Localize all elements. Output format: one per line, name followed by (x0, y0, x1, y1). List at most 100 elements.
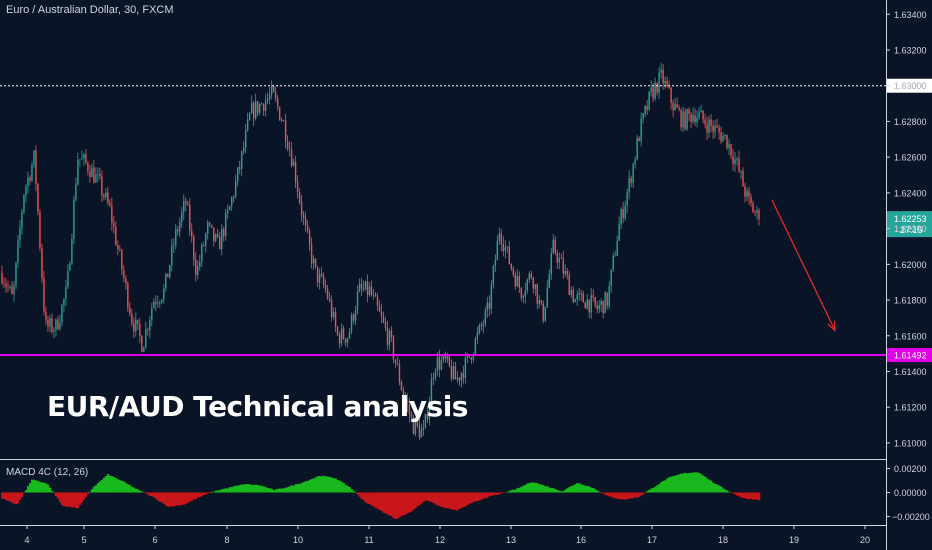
candle-body-up (179, 221, 181, 232)
candle-body-down (666, 80, 668, 87)
candle-body-up (81, 157, 83, 160)
candle-body-up (434, 370, 437, 378)
macd-bar-negative (736, 492, 739, 496)
candle-body-up (91, 167, 93, 178)
candle-body-down (554, 239, 556, 254)
candle-body-down (306, 225, 309, 231)
candle-body-up (23, 195, 25, 212)
forecast-arrow[interactable] (771, 199, 836, 332)
price-tick-label: 1.62600 (894, 153, 927, 163)
candle-body-down (380, 311, 383, 317)
candle-body-up (258, 103, 261, 113)
candle-body-down (592, 295, 594, 298)
candle-body-up (354, 310, 357, 321)
candle-body-up (610, 269, 612, 287)
candle-body-up (578, 293, 580, 295)
macd-bar-negative (190, 492, 194, 501)
macd-bar-negative (382, 492, 385, 513)
candle-body-down (602, 300, 604, 314)
candle-body-down (276, 98, 279, 107)
candle-body-up (490, 284, 493, 309)
candle-body-down (41, 247, 43, 279)
candle-body-up (159, 302, 161, 304)
candle-body-down (384, 321, 387, 328)
macd-bar-positive (348, 487, 351, 493)
candle-body-down (362, 288, 365, 290)
candle-body-up (474, 338, 477, 355)
macd-bar-positive (598, 491, 601, 493)
macd-bar-negative (750, 492, 753, 499)
macd-bar-positive (210, 491, 214, 493)
macd-bar-negative (372, 492, 375, 507)
macd-bar-positive (654, 486, 657, 493)
candle-body-down (338, 334, 341, 344)
candle-body-up (456, 377, 459, 380)
macd-bar-negative (142, 492, 146, 494)
macd-bar-positive (586, 485, 589, 493)
macd-bar-positive (512, 489, 515, 493)
candle-body-down (530, 273, 533, 279)
candle-body-up (264, 100, 267, 111)
candle-body-down (730, 144, 732, 157)
macd-bar-negative (444, 492, 447, 509)
macd-bar-positive (354, 492, 357, 493)
macd-bar-positive (584, 485, 587, 493)
macd-bar-negative (60, 492, 64, 505)
macd-bar-negative (638, 492, 641, 497)
macd-bar-negative (618, 492, 621, 500)
macd-bar-negative (604, 492, 607, 495)
macd-bar-positive (566, 488, 569, 493)
macd-bar-negative (374, 492, 377, 509)
macd-bar-negative (76, 492, 80, 509)
macd-bar-negative (494, 492, 497, 495)
candle-body-down (500, 233, 503, 244)
macd-bar-negative (734, 492, 737, 495)
candle-body-down (562, 258, 564, 274)
macd-bar-positive (274, 489, 277, 493)
candle-body-up (442, 354, 445, 361)
candle-body-down (314, 258, 317, 267)
macd-bar-positive (524, 485, 527, 493)
macd-bar-negative (204, 492, 208, 495)
macd-indicator-label[interactable]: MACD 4C (12, 26) (6, 467, 89, 478)
macd-bar-positive (324, 476, 327, 493)
candle-body-down (752, 203, 754, 213)
candle-body-up (740, 171, 742, 172)
macd-bar-positive (660, 482, 663, 493)
candle-body-up (506, 246, 509, 248)
macd-bar-negative (400, 492, 403, 517)
macd-bar-negative (628, 492, 631, 499)
macd-bar-negative (360, 492, 363, 499)
candle-body-up (476, 332, 479, 339)
macd-bar-negative (616, 492, 619, 499)
price-tick-label: 1.62200 (894, 224, 927, 234)
candle-body-down (582, 293, 584, 303)
macd-bar-positive (556, 490, 559, 493)
macd-bar-negative (206, 492, 210, 494)
macd-bar-negative (394, 492, 397, 520)
macd-bar-positive (228, 487, 231, 493)
candle-body-up (590, 295, 592, 313)
macd-bar-negative (178, 492, 182, 506)
candle-body-down (93, 167, 95, 183)
candle-body-down (450, 366, 453, 379)
macd-bar-negative (384, 492, 387, 514)
macd-bar-positive (50, 490, 54, 493)
candle-body-up (205, 234, 207, 246)
candle-body-down (458, 377, 461, 381)
macd-bar-positive (576, 483, 579, 493)
macd-bar-positive (106, 474, 110, 493)
macd-bar-positive (136, 489, 140, 493)
macd-bar-positive (668, 477, 671, 493)
macd-bar-positive (36, 481, 40, 493)
candle-body-down (45, 311, 47, 320)
candle-body-down (342, 328, 345, 339)
macd-bar-negative (188, 492, 192, 502)
candle-body-up (650, 87, 652, 92)
candle-body-up (175, 229, 177, 245)
price-tick-label: 1.62400 (894, 188, 927, 198)
macd-bar-positive (322, 475, 325, 493)
macd-bar-negative (176, 492, 180, 506)
